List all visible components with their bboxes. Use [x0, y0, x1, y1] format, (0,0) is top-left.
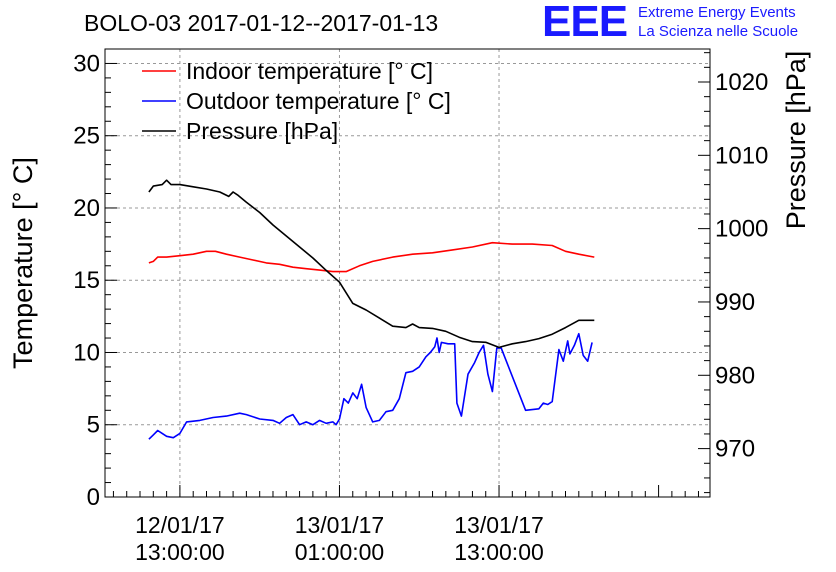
legend-label-1: Outdoor temperature [° C]	[186, 88, 451, 114]
eee-logo: EEE	[542, 0, 628, 46]
y-tick-label-0: 0	[87, 484, 100, 511]
y-tick-label-3: 15	[73, 267, 100, 294]
y2-tick-label-3: 1000	[715, 216, 768, 243]
y-tick-label-5: 25	[73, 123, 100, 150]
y2-axis-title: Pressure [hPa]	[781, 51, 811, 230]
y2-tick-label-0: 970	[715, 436, 755, 463]
y-tick-label-2: 10	[73, 339, 100, 366]
x-tick-label-time-0: 13:00:00	[135, 539, 225, 565]
plot-frame	[104, 48, 711, 498]
y2-tick-label-4: 1010	[715, 142, 768, 169]
legend-label-0: Indoor temperature [° C]	[186, 58, 433, 84]
logo-caption: Extreme Energy Events La Scienza nelle S…	[638, 3, 798, 41]
x-tick-label-date-1: 13/01/17	[295, 512, 385, 538]
x-tick-label-date-2: 13/01/17	[454, 512, 544, 538]
chart-title: BOLO-03 2017-01-12--2017-01-13	[84, 10, 439, 36]
y2-tick-label-2: 990	[715, 289, 755, 316]
y-tick-label-1: 5	[87, 412, 100, 439]
y-axis-title: Temperature [° C]	[8, 157, 38, 369]
y-tick-label-6: 30	[73, 50, 100, 77]
series-line-0	[148, 241, 595, 273]
series-line-1	[148, 332, 593, 440]
logo-caption-line1: Extreme Energy Events	[638, 4, 796, 21]
x-tick-label-time-2: 13:00:00	[454, 539, 544, 565]
y2-tick-label-1: 980	[715, 362, 755, 389]
x-tick-label-time-1: 01:00:00	[295, 539, 385, 565]
y2-tick-label-5: 1020	[715, 69, 768, 96]
x-tick-label-date-0: 12/01/17	[135, 512, 225, 538]
legend-label-2: Pressure [hPa]	[186, 118, 338, 144]
logo-caption-line2: La Scienza nelle Scuole	[638, 23, 799, 40]
series-line-2	[148, 179, 595, 349]
y-tick-label-4: 20	[73, 195, 100, 222]
